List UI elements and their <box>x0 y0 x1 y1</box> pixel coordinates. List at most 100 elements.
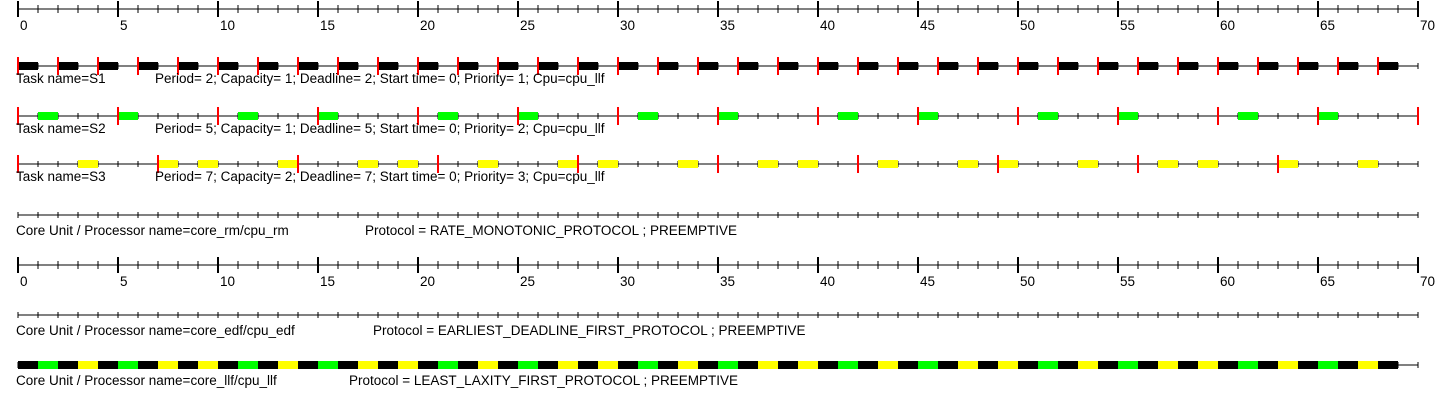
processor-llf-task-3-exec-segment-17 <box>1198 361 1218 369</box>
task-1-exec-segment-22 <box>898 62 918 70</box>
task-1-exec-segment-8 <box>338 62 358 70</box>
time-scale-1-label-35: 35 <box>720 18 735 33</box>
time-scale-1-label-45: 45 <box>920 18 935 33</box>
task-3-exec-segment-11 <box>798 160 818 168</box>
task-1-exec-segment-16 <box>658 62 678 70</box>
time-scale-2-label-50: 50 <box>1020 274 1035 289</box>
processor-llf-task-2-exec-segment-8 <box>838 361 858 369</box>
processor-llf-task-3-exec-segment-13 <box>958 361 978 369</box>
task-2-exec-segment-8 <box>838 112 858 120</box>
processor-llf-task-3-exec-segment-15 <box>1078 361 1098 369</box>
task-1-exec-segment-31 <box>1258 62 1278 70</box>
processor-edf-name-label: Core Unit / Processor name=core_edf/cpu_… <box>16 323 295 338</box>
processor-llf-task-3-exec-segment-4 <box>358 361 378 369</box>
processor-edf-protocol-label: Protocol = EARLIEST_DEADLINE_FIRST_PROTO… <box>373 323 806 338</box>
time-scale-1-label-55: 55 <box>1120 18 1135 33</box>
time-scale-1-label-0: 0 <box>20 18 28 33</box>
time-scale-2-label-65: 65 <box>1320 274 1335 289</box>
time-scale-1-label-60: 60 <box>1220 18 1235 33</box>
task-1-exec-segment-15 <box>618 62 638 70</box>
task-1-exec-segment-33 <box>1338 62 1358 70</box>
task-1-exec-segment-11 <box>458 62 478 70</box>
processor-llf-task-1-exec-segment-16 <box>658 361 678 369</box>
task-3-exec-segment-0 <box>78 160 98 168</box>
task-1-exec-segment-3 <box>138 62 158 70</box>
task-1-exec-segment-6 <box>258 62 278 70</box>
processor-llf-task-3-exec-segment-0 <box>78 361 98 369</box>
task-3-exec-segment-10 <box>758 160 778 168</box>
processor-llf-task-1-exec-segment-18 <box>738 361 758 369</box>
processor-llf-task-1-exec-segment-10 <box>418 361 438 369</box>
processor-llf-task-3-exec-segment-2 <box>198 361 218 369</box>
processor-llf-task-3-exec-segment-3 <box>278 361 298 369</box>
time-scale-2-label-5: 5 <box>120 274 128 289</box>
processor-llf-task-1-exec-segment-32 <box>1298 361 1318 369</box>
task-1-info-label: Period= 2; Capacity= 1; Deadline= 2; Sta… <box>155 71 605 86</box>
processor-llf-task-3-exec-segment-12 <box>878 361 898 369</box>
processor-llf-task-3-exec-segment-8 <box>598 361 618 369</box>
task-1-exec-segment-28 <box>1138 62 1158 70</box>
processor-llf-task-1-exec-segment-23 <box>938 361 958 369</box>
task-1-exec-segment-2 <box>98 62 118 70</box>
processor-llf-task-1-exec-segment-5 <box>218 361 238 369</box>
task-2-exec-segment-5 <box>518 112 538 120</box>
task-1-exec-segment-19 <box>778 62 798 70</box>
processor-llf-task-1-exec-segment-27 <box>1098 361 1118 369</box>
task-1-exec-segment-1 <box>58 62 78 70</box>
processor-llf-task-1-exec-segment-29 <box>1178 361 1198 369</box>
processor-llf-task-3-exec-segment-10 <box>758 361 778 369</box>
task-1-exec-segment-24 <box>978 62 998 70</box>
processor-llf-task-2-exec-segment-10 <box>1038 361 1058 369</box>
task-2-exec-segment-1 <box>118 112 138 120</box>
processor-llf-task-1-exec-segment-20 <box>818 361 838 369</box>
task-3-exec-segment-4 <box>358 160 378 168</box>
processor-llf-task-1-exec-segment-7 <box>298 361 318 369</box>
task-1-exec-segment-29 <box>1178 62 1198 70</box>
task-2-exec-segment-12 <box>1238 112 1258 120</box>
task-1-exec-segment-30 <box>1218 62 1238 70</box>
task-2-exec-segment-3 <box>318 112 338 120</box>
task-2-exec-segment-13 <box>1318 112 1338 120</box>
time-scale-1-label-20: 20 <box>420 18 435 33</box>
task-3-exec-segment-9 <box>678 160 698 168</box>
task-1-exec-segment-21 <box>858 62 878 70</box>
processor-llf-task-1-exec-segment-13 <box>538 361 558 369</box>
task-3-exec-segment-6 <box>478 160 498 168</box>
time-scale-1-label-30: 30 <box>620 18 635 33</box>
time-scale-1-label-25: 25 <box>520 18 535 33</box>
processor-llf-task-2-exec-segment-11 <box>1118 361 1138 369</box>
task-2-info-label: Period= 5; Capacity= 1; Deadline= 5; Sta… <box>155 121 605 136</box>
time-scale-2-label-15: 15 <box>320 274 335 289</box>
time-scale-1-label-40: 40 <box>820 18 835 33</box>
processor-llf-task-2-exec-segment-3 <box>318 361 338 369</box>
processor-llf-task-1-exec-segment-22 <box>898 361 918 369</box>
task-3-exec-segment-17 <box>1198 160 1218 168</box>
task-1-exec-segment-13 <box>538 62 558 70</box>
processor-llf-task-1-exec-segment-1 <box>58 361 78 369</box>
task-1-exec-segment-14 <box>578 62 598 70</box>
processor-llf-task-3-exec-segment-1 <box>158 361 178 369</box>
processor-llf-task-3-exec-segment-16 <box>1158 361 1178 369</box>
task-3-name-label: Task name=S3 <box>16 169 106 184</box>
time-scale-1-label-10: 10 <box>220 18 235 33</box>
processor-llf-task-3-exec-segment-7 <box>558 361 578 369</box>
task-3-exec-segment-19 <box>1358 160 1378 168</box>
processor-llf-task-2-exec-segment-13 <box>1318 361 1338 369</box>
processor-llf-task-1-exec-segment-25 <box>1018 361 1038 369</box>
time-scale-2-label-20: 20 <box>420 274 435 289</box>
processor-llf-task-1-exec-segment-17 <box>698 361 718 369</box>
task-3-exec-segment-16 <box>1158 160 1178 168</box>
processor-rm-name-label: Core Unit / Processor name=core_rm/cpu_r… <box>16 223 289 238</box>
processor-llf-task-2-exec-segment-1 <box>118 361 138 369</box>
task-1-exec-segment-20 <box>818 62 838 70</box>
task-2-name-label: Task name=S2 <box>16 121 106 136</box>
time-scale-1-label-70: 70 <box>1420 18 1435 33</box>
task-2-exec-segment-10 <box>1038 112 1058 120</box>
processor-llf-task-1-exec-segment-31 <box>1258 361 1278 369</box>
processor-llf-task-1-exec-segment-19 <box>778 361 798 369</box>
task-2-exec-segment-2 <box>238 112 258 120</box>
processor-llf-task-1-exec-segment-33 <box>1338 361 1358 369</box>
processor-llf-task-3-exec-segment-6 <box>478 361 498 369</box>
time-scale-2-label-35: 35 <box>720 274 735 289</box>
